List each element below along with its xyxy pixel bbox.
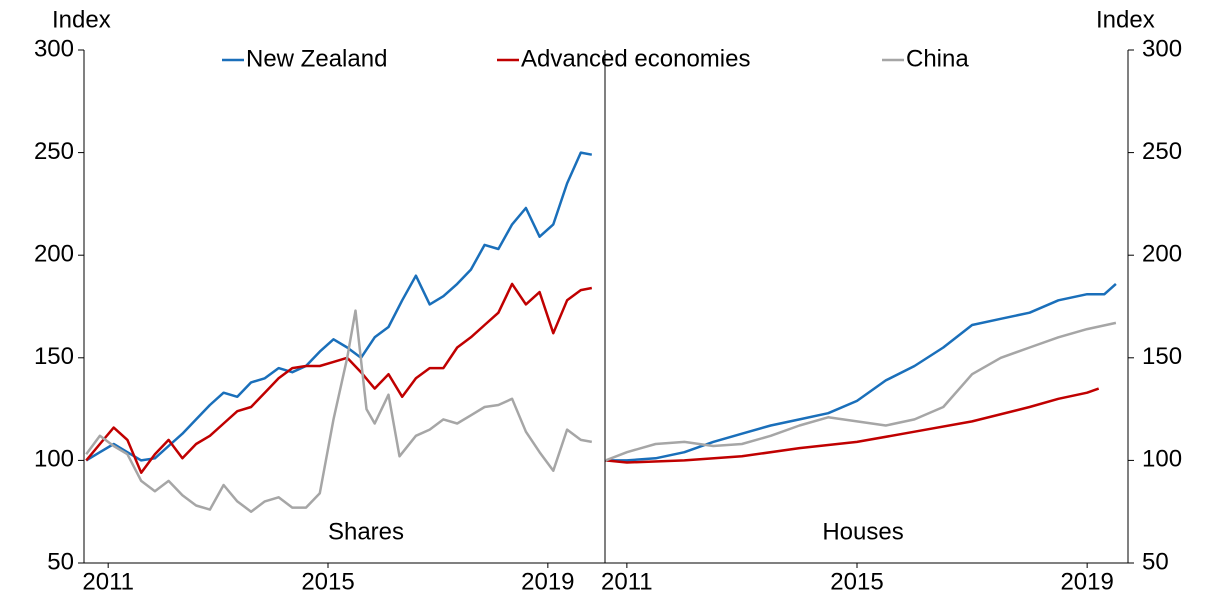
line-series <box>85 282 593 474</box>
legend-label: Advanced economies <box>521 45 750 72</box>
y-tick-label: 100 <box>1142 446 1182 473</box>
x-tick-label: 2015 <box>301 568 354 595</box>
line-series <box>605 321 1117 462</box>
legend-label: China <box>906 45 969 72</box>
y-tick-label: 150 <box>34 343 74 370</box>
x-tick-label: 2011 <box>82 568 134 595</box>
y-tick-label: 150 <box>1142 343 1182 370</box>
y-tick-label: 100 <box>34 446 74 473</box>
y-tick-label: 300 <box>34 35 74 62</box>
y-axis-label: Index <box>52 6 111 33</box>
x-tick-label: 2011 <box>601 568 653 595</box>
y-tick-label: 50 <box>47 548 74 575</box>
line-series <box>85 309 593 513</box>
line-series <box>605 282 1117 462</box>
y-tick-label: 200 <box>1142 241 1182 268</box>
panel-title: Houses <box>822 518 903 545</box>
x-tick-label: 2019 <box>521 568 574 595</box>
y-tick-label: 250 <box>34 138 74 165</box>
x-tick-label: 2015 <box>830 568 883 595</box>
y-tick-label: 200 <box>34 241 74 268</box>
line-series <box>85 151 593 462</box>
y-tick-label: 250 <box>1142 138 1182 165</box>
legend-label: New Zealand <box>246 45 387 72</box>
y-axis-label: Index <box>1096 6 1155 33</box>
line-series <box>605 387 1100 464</box>
y-tick-label: 50 <box>1142 548 1169 575</box>
x-tick-label: 2019 <box>1060 568 1113 595</box>
panel-title: Shares <box>328 518 404 545</box>
y-tick-label: 300 <box>1142 35 1182 62</box>
